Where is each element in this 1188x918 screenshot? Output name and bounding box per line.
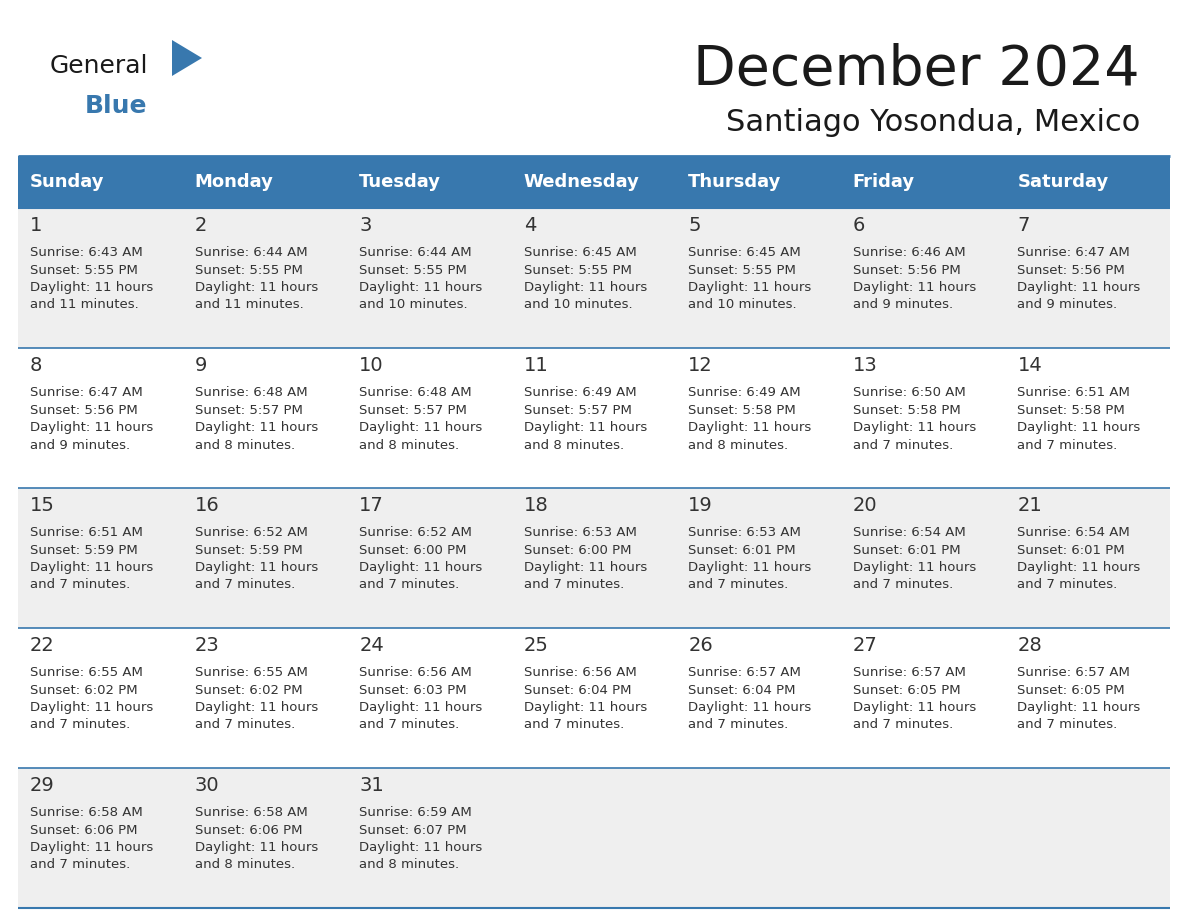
Text: Sunrise: 6:49 AM
Sunset: 5:57 PM
Daylight: 11 hours
and 8 minutes.: Sunrise: 6:49 AM Sunset: 5:57 PM Dayligh… (524, 386, 647, 452)
Text: Sunday: Sunday (30, 173, 105, 191)
Text: 25: 25 (524, 636, 549, 655)
Text: Sunrise: 6:51 AM
Sunset: 5:58 PM
Daylight: 11 hours
and 7 minutes.: Sunrise: 6:51 AM Sunset: 5:58 PM Dayligh… (1017, 386, 1140, 452)
Bar (18, 208, 1170, 348)
Text: Sunrise: 6:55 AM
Sunset: 6:02 PM
Daylight: 11 hours
and 7 minutes.: Sunrise: 6:55 AM Sunset: 6:02 PM Dayligh… (195, 666, 318, 732)
Text: 22: 22 (30, 636, 55, 655)
Text: Sunrise: 6:54 AM
Sunset: 6:01 PM
Daylight: 11 hours
and 7 minutes.: Sunrise: 6:54 AM Sunset: 6:01 PM Dayligh… (1017, 526, 1140, 591)
Text: Sunrise: 6:52 AM
Sunset: 5:59 PM
Daylight: 11 hours
and 7 minutes.: Sunrise: 6:52 AM Sunset: 5:59 PM Dayligh… (195, 526, 318, 591)
Text: General: General (50, 54, 148, 78)
Text: Sunrise: 6:45 AM
Sunset: 5:55 PM
Daylight: 11 hours
and 10 minutes.: Sunrise: 6:45 AM Sunset: 5:55 PM Dayligh… (524, 246, 647, 311)
Bar (347, 156, 512, 208)
Polygon shape (172, 40, 202, 76)
Text: 2: 2 (195, 216, 207, 235)
Bar (841, 156, 1005, 208)
Text: Sunrise: 6:57 AM
Sunset: 6:05 PM
Daylight: 11 hours
and 7 minutes.: Sunrise: 6:57 AM Sunset: 6:05 PM Dayligh… (853, 666, 977, 732)
Text: Sunrise: 6:48 AM
Sunset: 5:57 PM
Daylight: 11 hours
and 8 minutes.: Sunrise: 6:48 AM Sunset: 5:57 PM Dayligh… (195, 386, 318, 452)
Text: 21: 21 (1017, 496, 1042, 515)
Text: 5: 5 (688, 216, 701, 235)
Bar (18, 156, 183, 208)
Text: 12: 12 (688, 356, 713, 375)
Text: Santiago Yosondua, Mexico: Santiago Yosondua, Mexico (726, 108, 1140, 137)
Text: Tuesday: Tuesday (359, 173, 441, 191)
Text: Sunrise: 6:43 AM
Sunset: 5:55 PM
Daylight: 11 hours
and 11 minutes.: Sunrise: 6:43 AM Sunset: 5:55 PM Dayligh… (30, 246, 153, 311)
Text: 28: 28 (1017, 636, 1042, 655)
Text: Sunrise: 6:57 AM
Sunset: 6:05 PM
Daylight: 11 hours
and 7 minutes.: Sunrise: 6:57 AM Sunset: 6:05 PM Dayligh… (1017, 666, 1140, 732)
Text: Sunrise: 6:55 AM
Sunset: 6:02 PM
Daylight: 11 hours
and 7 minutes.: Sunrise: 6:55 AM Sunset: 6:02 PM Dayligh… (30, 666, 153, 732)
Text: Sunrise: 6:58 AM
Sunset: 6:06 PM
Daylight: 11 hours
and 7 minutes.: Sunrise: 6:58 AM Sunset: 6:06 PM Dayligh… (30, 806, 153, 871)
Text: 7: 7 (1017, 216, 1030, 235)
Text: Sunrise: 6:49 AM
Sunset: 5:58 PM
Daylight: 11 hours
and 8 minutes.: Sunrise: 6:49 AM Sunset: 5:58 PM Dayligh… (688, 386, 811, 452)
Text: 23: 23 (195, 636, 220, 655)
Text: Sunrise: 6:48 AM
Sunset: 5:57 PM
Daylight: 11 hours
and 8 minutes.: Sunrise: 6:48 AM Sunset: 5:57 PM Dayligh… (359, 386, 482, 452)
Text: 15: 15 (30, 496, 55, 515)
Text: Sunrise: 6:47 AM
Sunset: 5:56 PM
Daylight: 11 hours
and 9 minutes.: Sunrise: 6:47 AM Sunset: 5:56 PM Dayligh… (30, 386, 153, 452)
Text: 13: 13 (853, 356, 878, 375)
Text: Sunrise: 6:50 AM
Sunset: 5:58 PM
Daylight: 11 hours
and 7 minutes.: Sunrise: 6:50 AM Sunset: 5:58 PM Dayligh… (853, 386, 977, 452)
Text: Monday: Monday (195, 173, 273, 191)
Bar (18, 488, 1170, 628)
Text: Sunrise: 6:44 AM
Sunset: 5:55 PM
Daylight: 11 hours
and 10 minutes.: Sunrise: 6:44 AM Sunset: 5:55 PM Dayligh… (359, 246, 482, 311)
Bar (1005, 156, 1170, 208)
Text: Sunrise: 6:59 AM
Sunset: 6:07 PM
Daylight: 11 hours
and 8 minutes.: Sunrise: 6:59 AM Sunset: 6:07 PM Dayligh… (359, 806, 482, 871)
Text: 4: 4 (524, 216, 536, 235)
Text: Sunrise: 6:56 AM
Sunset: 6:04 PM
Daylight: 11 hours
and 7 minutes.: Sunrise: 6:56 AM Sunset: 6:04 PM Dayligh… (524, 666, 647, 732)
Text: 17: 17 (359, 496, 384, 515)
Text: Wednesday: Wednesday (524, 173, 639, 191)
Text: 11: 11 (524, 356, 549, 375)
Bar (18, 768, 1170, 908)
Text: Sunrise: 6:52 AM
Sunset: 6:00 PM
Daylight: 11 hours
and 7 minutes.: Sunrise: 6:52 AM Sunset: 6:00 PM Dayligh… (359, 526, 482, 591)
Text: December 2024: December 2024 (694, 43, 1140, 97)
Bar (512, 156, 676, 208)
Text: 19: 19 (688, 496, 713, 515)
Text: 14: 14 (1017, 356, 1042, 375)
Bar (18, 348, 1170, 488)
Text: 3: 3 (359, 216, 372, 235)
Text: Sunrise: 6:51 AM
Sunset: 5:59 PM
Daylight: 11 hours
and 7 minutes.: Sunrise: 6:51 AM Sunset: 5:59 PM Dayligh… (30, 526, 153, 591)
Text: 30: 30 (195, 776, 220, 795)
Text: Sunrise: 6:57 AM
Sunset: 6:04 PM
Daylight: 11 hours
and 7 minutes.: Sunrise: 6:57 AM Sunset: 6:04 PM Dayligh… (688, 666, 811, 732)
Text: 27: 27 (853, 636, 878, 655)
Bar (676, 156, 841, 208)
Text: Sunrise: 6:45 AM
Sunset: 5:55 PM
Daylight: 11 hours
and 10 minutes.: Sunrise: 6:45 AM Sunset: 5:55 PM Dayligh… (688, 246, 811, 311)
Text: Sunrise: 6:46 AM
Sunset: 5:56 PM
Daylight: 11 hours
and 9 minutes.: Sunrise: 6:46 AM Sunset: 5:56 PM Dayligh… (853, 246, 977, 311)
Text: 16: 16 (195, 496, 220, 515)
Text: Sunrise: 6:44 AM
Sunset: 5:55 PM
Daylight: 11 hours
and 11 minutes.: Sunrise: 6:44 AM Sunset: 5:55 PM Dayligh… (195, 246, 318, 311)
Text: 26: 26 (688, 636, 713, 655)
Text: 1: 1 (30, 216, 43, 235)
Text: 18: 18 (524, 496, 549, 515)
Text: Friday: Friday (853, 173, 915, 191)
Text: Sunrise: 6:56 AM
Sunset: 6:03 PM
Daylight: 11 hours
and 7 minutes.: Sunrise: 6:56 AM Sunset: 6:03 PM Dayligh… (359, 666, 482, 732)
Text: Sunrise: 6:54 AM
Sunset: 6:01 PM
Daylight: 11 hours
and 7 minutes.: Sunrise: 6:54 AM Sunset: 6:01 PM Dayligh… (853, 526, 977, 591)
Text: 10: 10 (359, 356, 384, 375)
Text: 24: 24 (359, 636, 384, 655)
Text: 29: 29 (30, 776, 55, 795)
Text: Thursday: Thursday (688, 173, 782, 191)
Bar (18, 628, 1170, 768)
Text: Saturday: Saturday (1017, 173, 1108, 191)
Text: 20: 20 (853, 496, 878, 515)
Text: 6: 6 (853, 216, 865, 235)
Text: 8: 8 (30, 356, 43, 375)
Text: 31: 31 (359, 776, 384, 795)
Text: Sunrise: 6:47 AM
Sunset: 5:56 PM
Daylight: 11 hours
and 9 minutes.: Sunrise: 6:47 AM Sunset: 5:56 PM Dayligh… (1017, 246, 1140, 311)
Text: Sunrise: 6:58 AM
Sunset: 6:06 PM
Daylight: 11 hours
and 8 minutes.: Sunrise: 6:58 AM Sunset: 6:06 PM Dayligh… (195, 806, 318, 871)
Text: 9: 9 (195, 356, 207, 375)
Text: Sunrise: 6:53 AM
Sunset: 6:01 PM
Daylight: 11 hours
and 7 minutes.: Sunrise: 6:53 AM Sunset: 6:01 PM Dayligh… (688, 526, 811, 591)
Text: Blue: Blue (86, 94, 147, 118)
Text: Sunrise: 6:53 AM
Sunset: 6:00 PM
Daylight: 11 hours
and 7 minutes.: Sunrise: 6:53 AM Sunset: 6:00 PM Dayligh… (524, 526, 647, 591)
Bar (183, 156, 347, 208)
